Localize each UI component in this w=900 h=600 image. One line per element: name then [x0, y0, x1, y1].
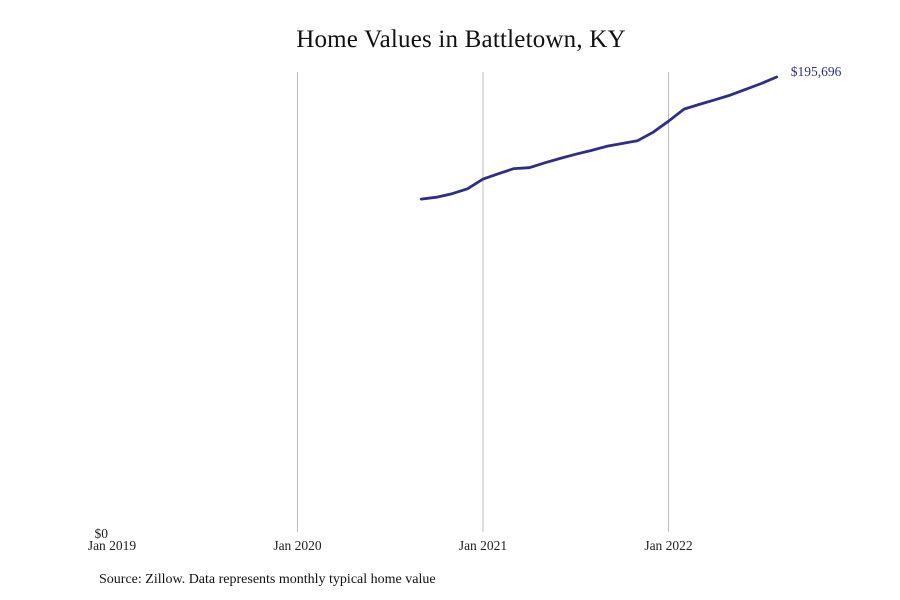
- source-note: Source: Zillow. Data represents monthly …: [99, 572, 436, 587]
- x-tick-labels: Jan 2019 Jan 2020 Jan 2021 Jan 2022: [88, 538, 693, 553]
- y-tick-labels: $0: [95, 526, 109, 541]
- chart-title: Home Values in Battletown, KY: [296, 26, 626, 53]
- x-tick-label: Jan 2021: [459, 538, 507, 553]
- gridlines: [297, 72, 669, 532]
- series-lines: [419, 75, 779, 201]
- x-tick-label: Jan 2022: [644, 538, 692, 553]
- series-end-label: $195,696: [791, 64, 842, 79]
- x-tick-label: Jan 2019: [88, 538, 137, 553]
- series-line: [419, 75, 779, 201]
- end-labels: $195,696: [791, 64, 842, 79]
- y-tick-label: $0: [95, 526, 109, 541]
- x-tick-label: Jan 2020: [273, 538, 322, 553]
